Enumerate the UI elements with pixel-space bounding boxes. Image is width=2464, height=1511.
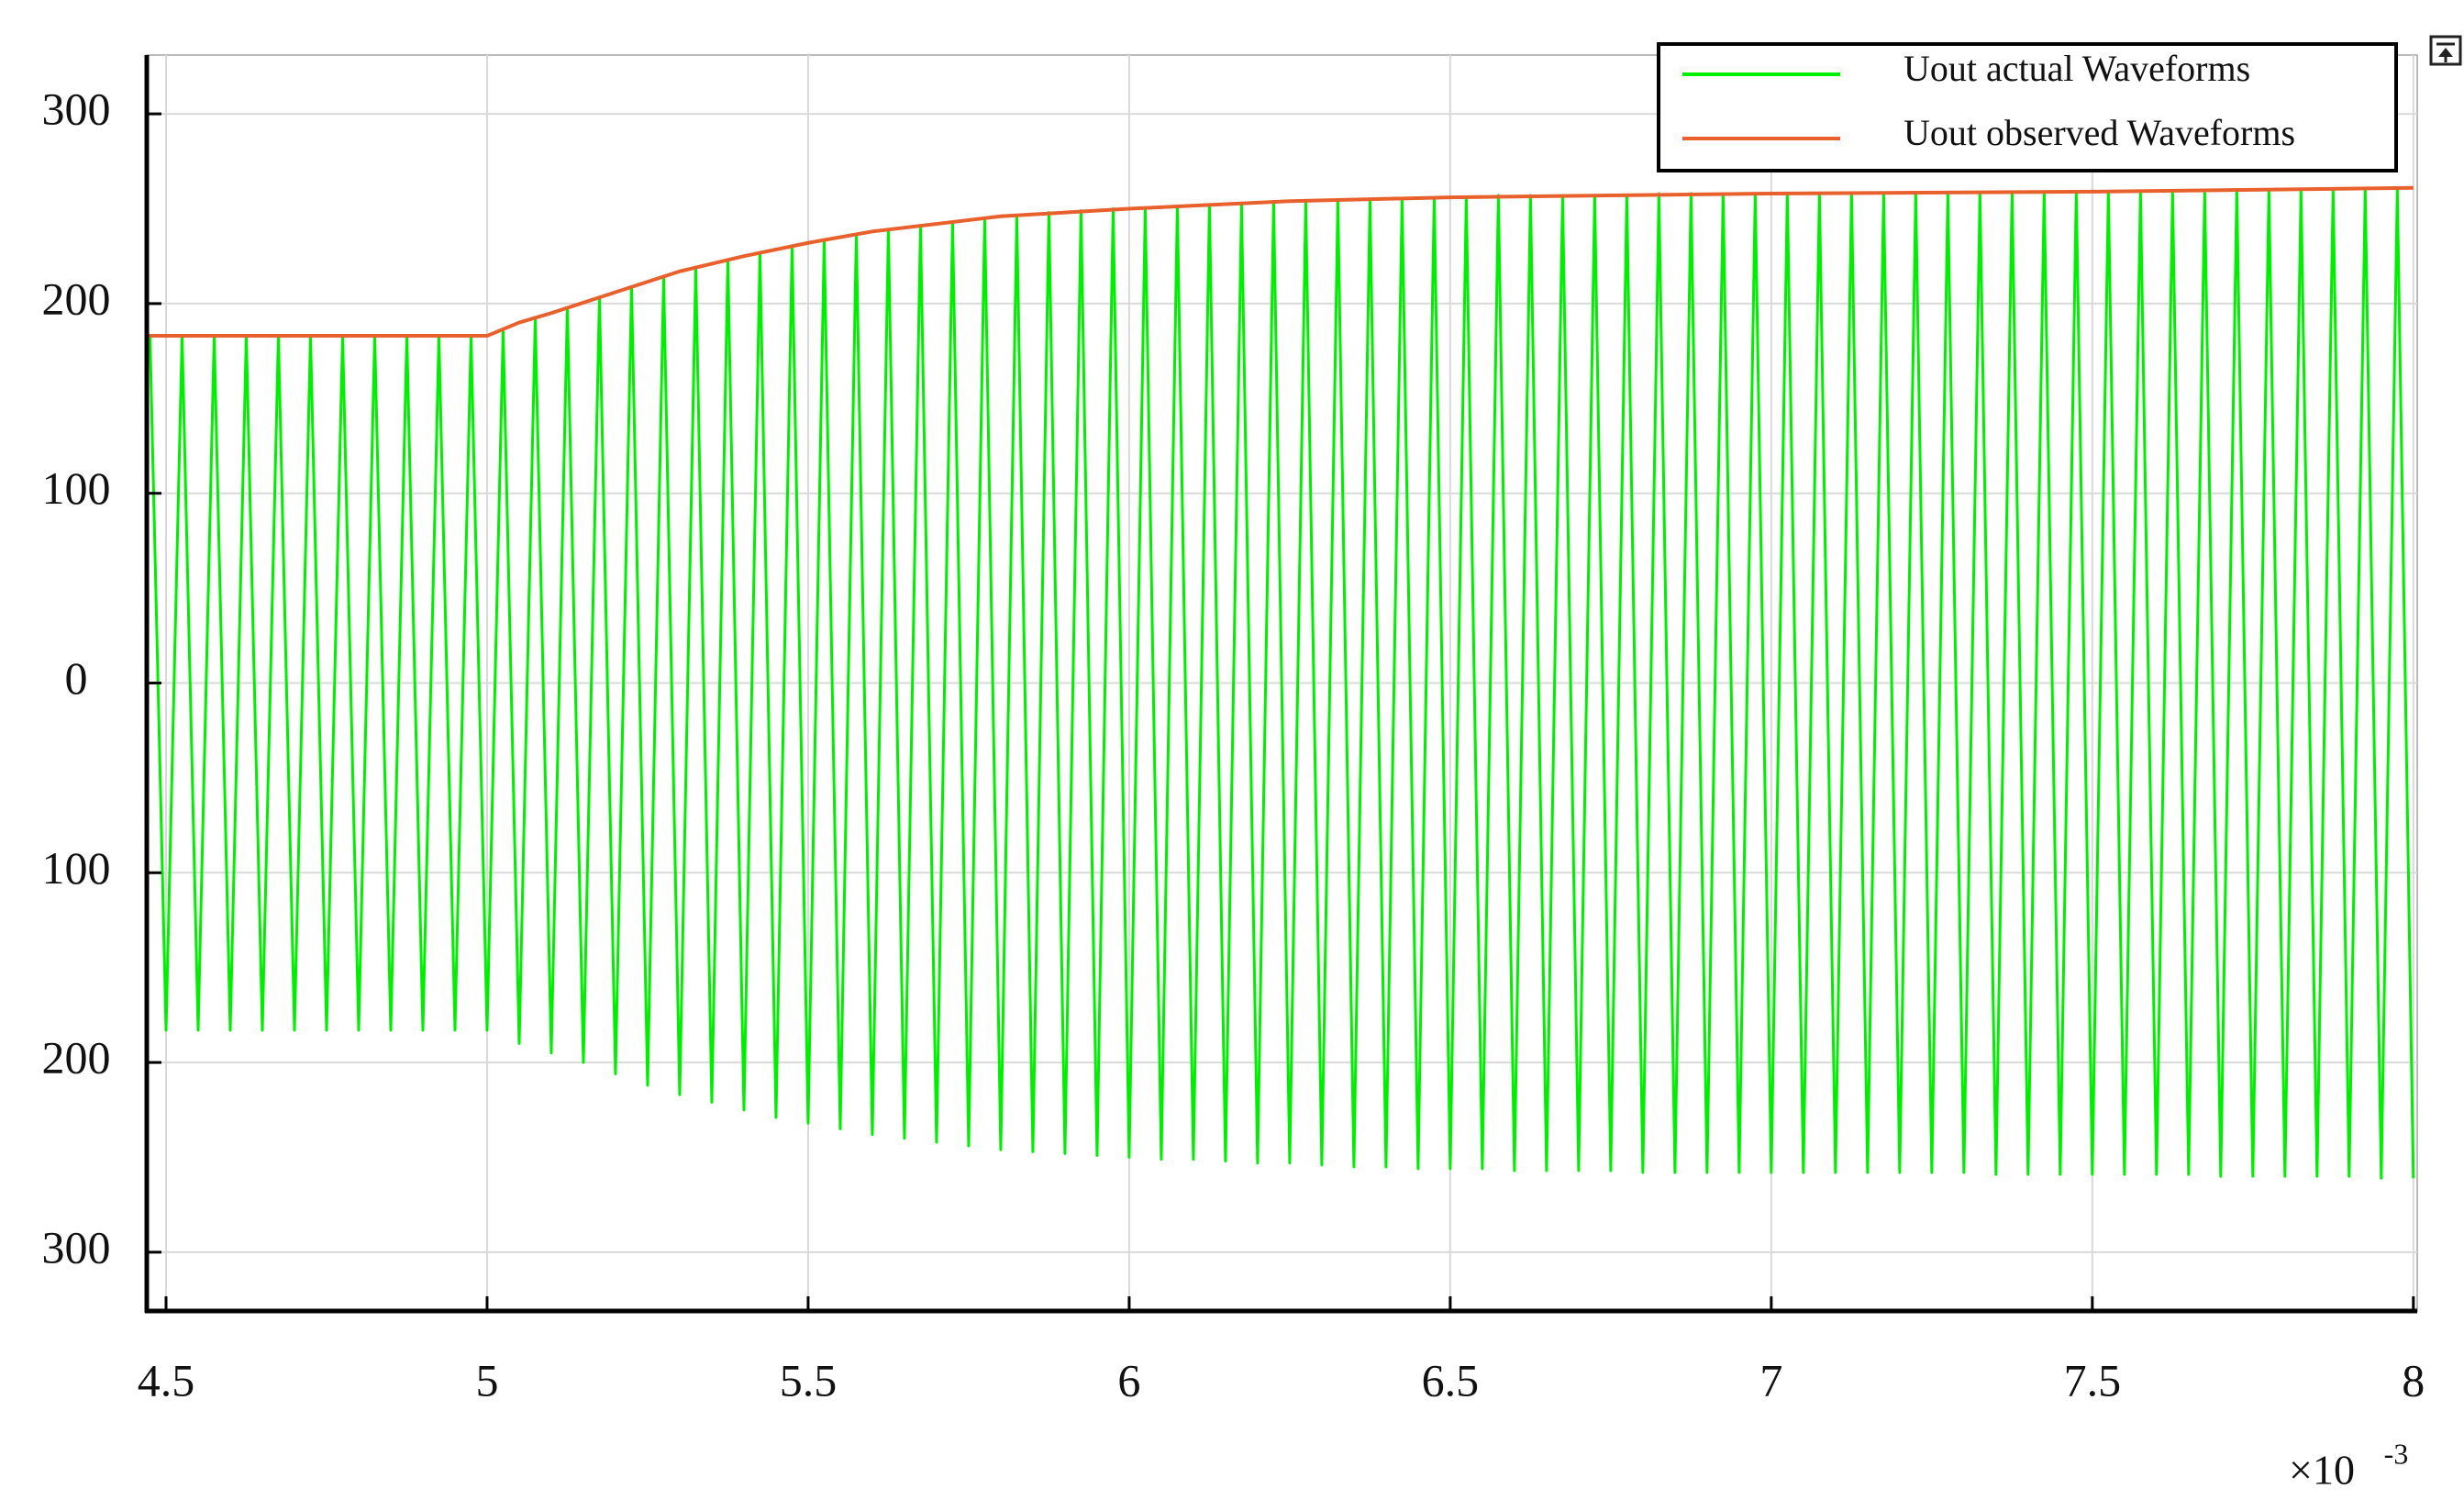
legend-label: Uout observed Waveforms <box>1903 112 2295 153</box>
series-line <box>147 185 2414 339</box>
x-tick-label: 7 <box>1759 1354 1782 1405</box>
y-tick-label: 300 <box>42 1221 111 1272</box>
y-tick-label: 200 <box>42 1032 111 1083</box>
y-tick-label: 0 <box>65 652 88 704</box>
x-tick-label: 4.5 <box>138 1354 195 1405</box>
x-tick-label: 7.5 <box>2064 1354 2122 1405</box>
x-tick-label: 5 <box>475 1354 498 1405</box>
y-tick-label: 200 <box>42 272 111 324</box>
x-tick-label: 6.5 <box>1422 1354 1480 1405</box>
y-tick-label: 100 <box>42 462 111 514</box>
legend: Uout actual Waveforms Uout observed Wavef… <box>1657 42 2398 172</box>
y-tick-label: 100 <box>42 842 111 894</box>
legend-box <box>1657 42 2398 172</box>
legend-label: Uout actual Waveforms <box>1903 48 2250 89</box>
x-tick-label: 5.5 <box>780 1354 838 1405</box>
series-line <box>149 188 2415 1180</box>
y-tick-label: 300 <box>42 83 111 135</box>
x-tick-label: 6 <box>1117 1354 1140 1405</box>
plot-lines <box>147 185 2415 1180</box>
ticks: 300 200 100 0 100 200 300 4.5 5 5.5 6 6.5 7 7.5 8 <box>42 83 2425 1406</box>
x-tick-label: 8 <box>2402 1354 2425 1405</box>
x-exponent: -3 <box>2384 1437 2409 1470</box>
toolbar-icon[interactable] <box>2429 35 2462 66</box>
x-multiplier: ×10 <box>2289 1447 2355 1494</box>
